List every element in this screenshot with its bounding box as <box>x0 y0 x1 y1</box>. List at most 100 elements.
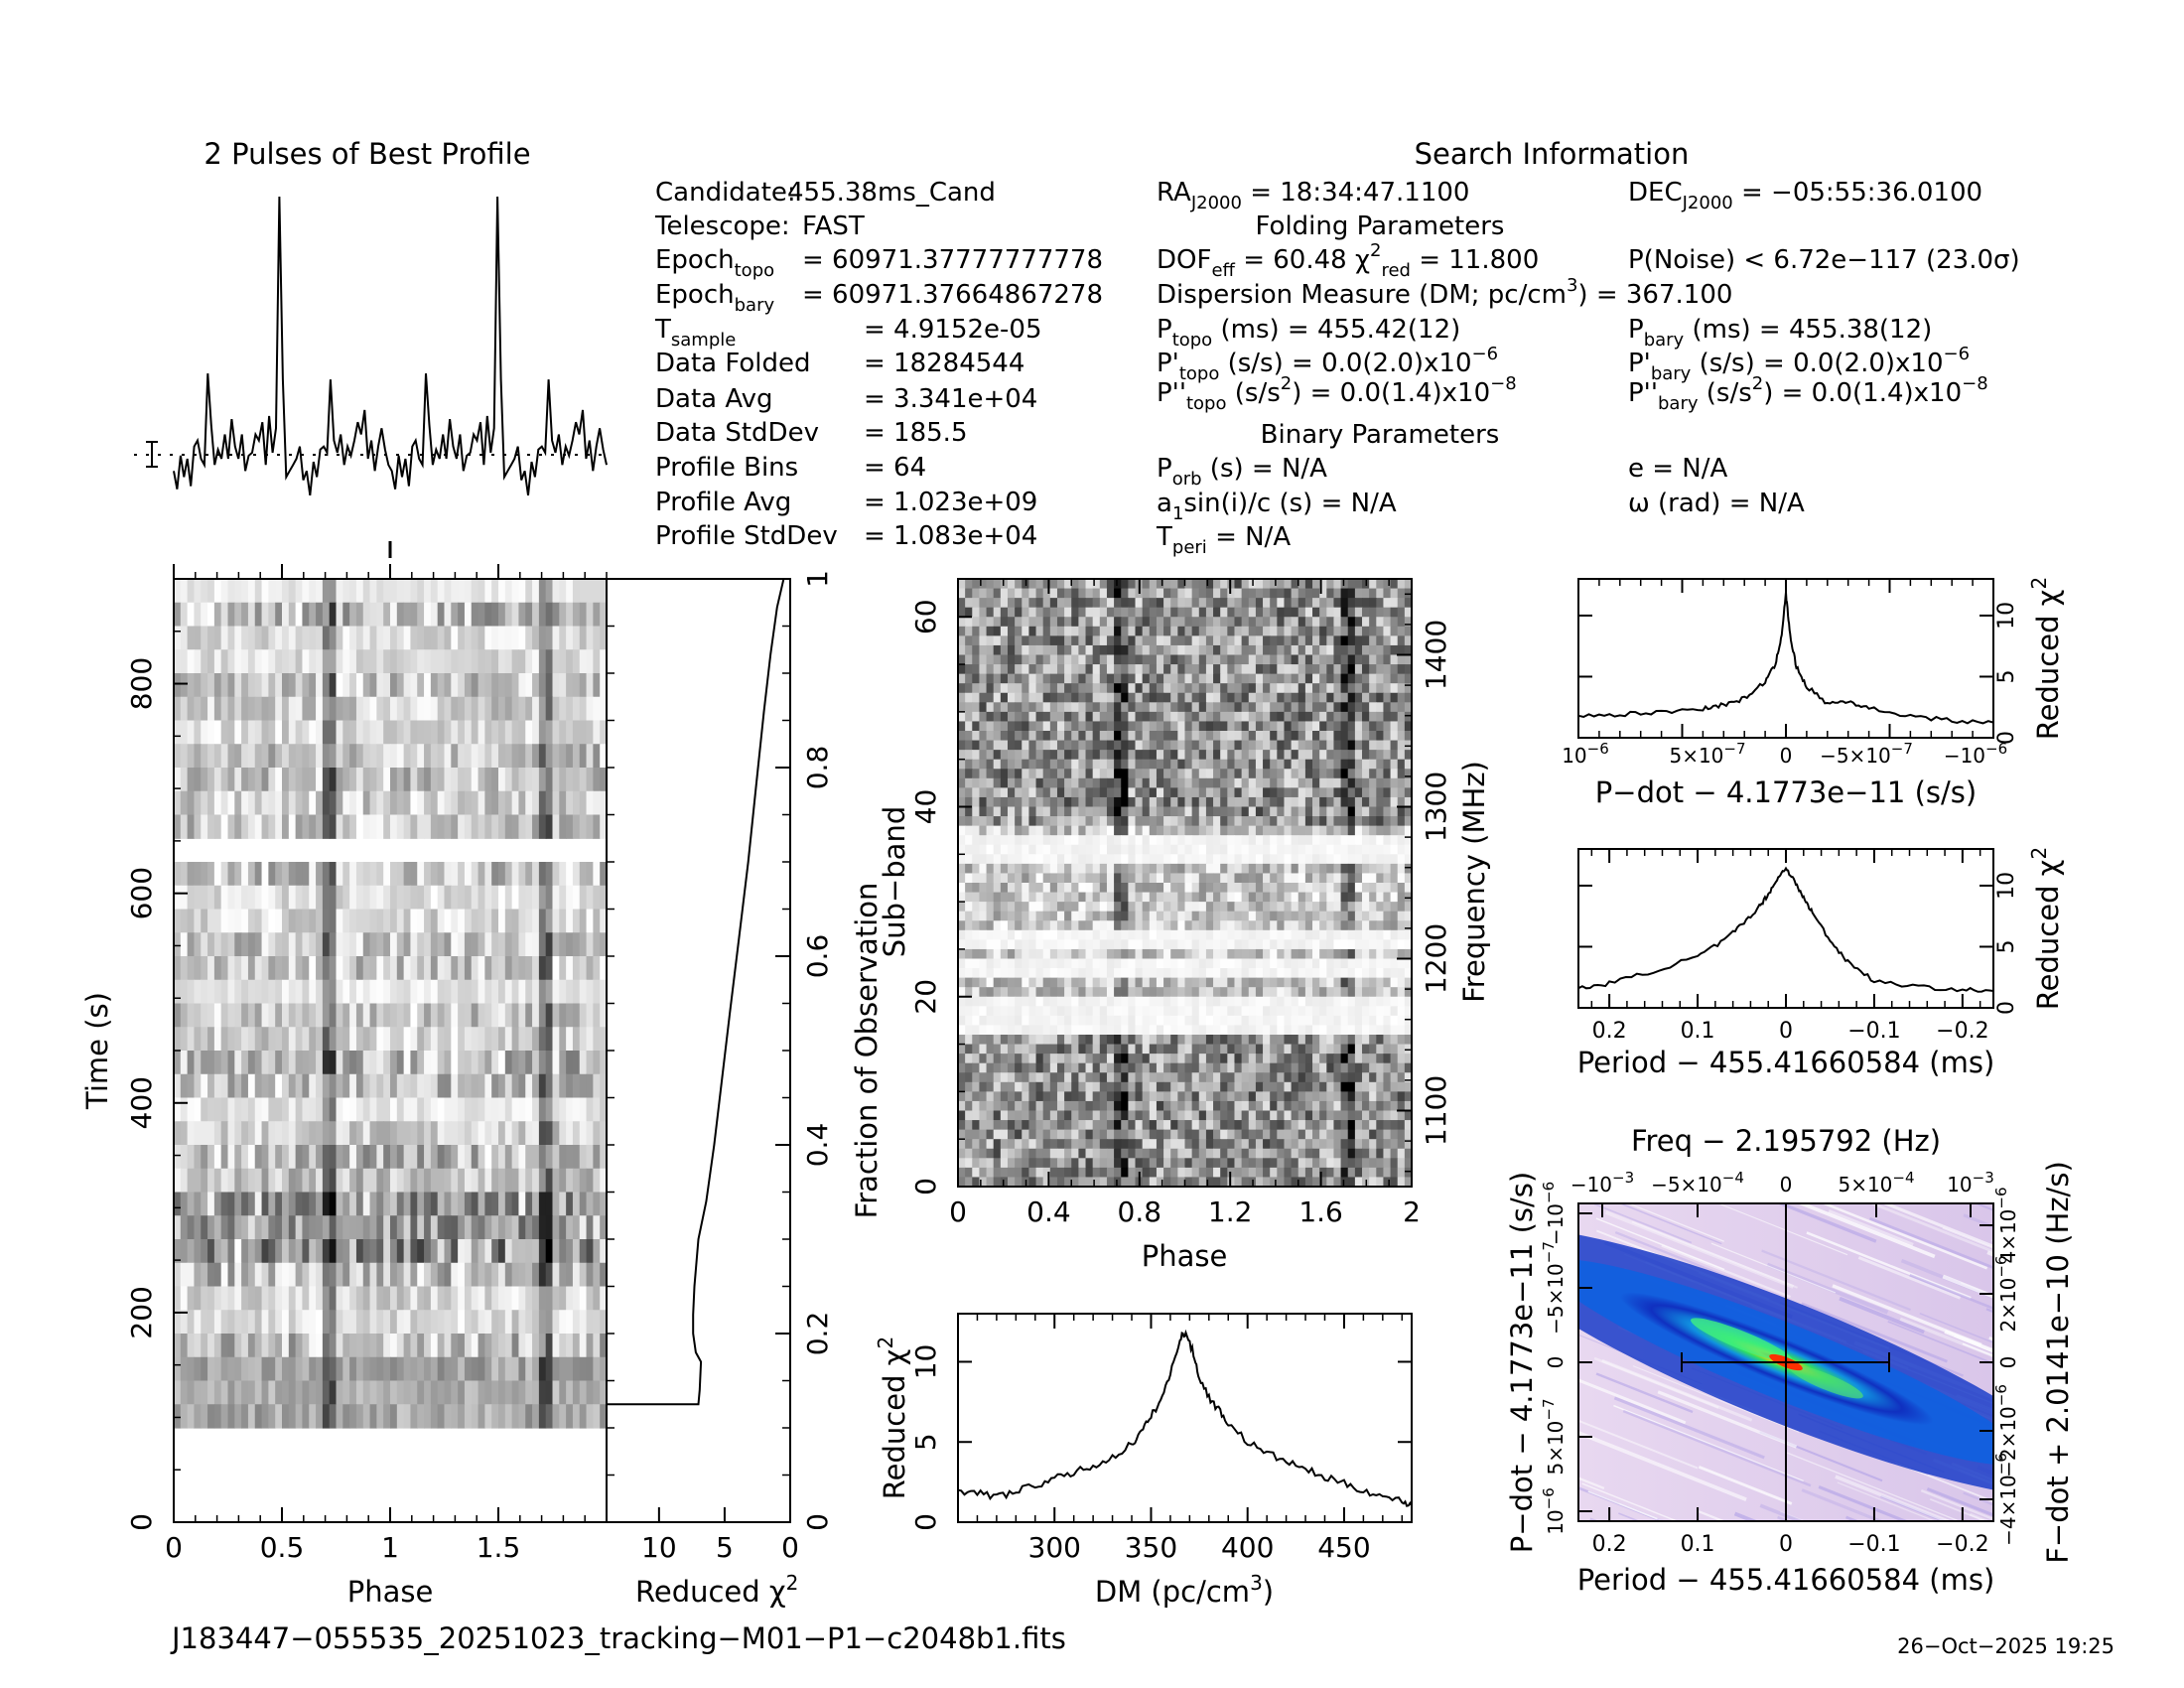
heat-cell <box>1304 731 1313 742</box>
heat-cell <box>336 1027 343 1052</box>
heat-cell <box>1198 920 1207 931</box>
heat-cell <box>1347 816 1356 827</box>
heat-cell <box>958 873 966 884</box>
heat-cell <box>1333 635 1342 646</box>
heat-cell <box>498 673 506 698</box>
heat-cell <box>390 1310 398 1335</box>
heat-cell <box>1326 635 1335 646</box>
heat-cell <box>1092 929 1101 940</box>
heat-cell <box>538 1215 547 1240</box>
heat-cell <box>986 873 995 884</box>
heat-cell <box>369 1334 377 1358</box>
heat-cell <box>355 602 364 628</box>
heat-cell <box>1064 911 1072 921</box>
heat-cell <box>220 1286 229 1311</box>
heat-cell <box>484 1121 492 1146</box>
heat-cell <box>559 979 567 1005</box>
heat-cell <box>1142 759 1151 770</box>
heat-cell <box>417 1310 425 1335</box>
heat-cell <box>174 1286 182 1311</box>
heat-cell <box>1184 644 1193 656</box>
heat-cell <box>1184 588 1193 599</box>
heat-cell <box>207 1310 215 1335</box>
heat-cell <box>322 1380 331 1405</box>
heat-cell <box>369 1262 377 1288</box>
heat-cell <box>498 1145 506 1170</box>
heat-cell <box>1000 883 1009 894</box>
heat-cell <box>1234 598 1243 609</box>
heat-cell <box>437 862 446 887</box>
heat-cell <box>1263 607 1271 618</box>
heat-cell <box>1205 635 1214 646</box>
heat-cell <box>220 979 229 1005</box>
heat-cell <box>1071 702 1079 713</box>
heat-cell <box>336 885 343 911</box>
heat-cell <box>478 1356 485 1382</box>
heat-cell <box>227 885 235 911</box>
heat-cell <box>1376 702 1385 713</box>
heat-cell <box>1205 769 1214 779</box>
heat-cell <box>1128 711 1137 723</box>
heat-cell <box>1248 883 1257 894</box>
heat-cell <box>1049 816 1058 827</box>
heat-cell <box>1114 929 1122 940</box>
heat-cell <box>1297 883 1306 894</box>
heat-cell <box>538 814 547 839</box>
heat-cell <box>309 885 317 911</box>
heat-cell <box>1205 683 1214 694</box>
heat-cell <box>1114 844 1122 855</box>
heat-cell <box>1121 883 1129 894</box>
heat-cell <box>302 1262 310 1288</box>
heat-cell <box>1163 929 1171 940</box>
heat-cell <box>1205 929 1214 940</box>
heat-cell <box>390 696 398 722</box>
heat-cell <box>1099 626 1108 636</box>
heat-cell <box>369 1003 377 1028</box>
heat-cell <box>1220 598 1228 609</box>
heat-cell <box>444 1286 452 1311</box>
heat-cell <box>1213 702 1221 713</box>
heat-cell <box>1099 844 1108 855</box>
heat-cell <box>1007 721 1016 732</box>
heat-cell <box>1319 777 1327 788</box>
heat-cell <box>552 1145 560 1170</box>
heat-cell <box>227 720 235 745</box>
heat-cell <box>1198 692 1207 703</box>
heat-cell <box>1333 711 1342 723</box>
heat-cell <box>1028 721 1037 732</box>
heat-cell <box>1007 607 1016 618</box>
heat-cell <box>1149 635 1158 646</box>
heat-cell <box>511 579 520 604</box>
heat-cell <box>498 885 506 911</box>
heat-cell <box>1071 617 1079 628</box>
heat-cell <box>1099 863 1108 875</box>
heat-cell <box>288 1356 297 1382</box>
heat-cell <box>1000 635 1009 646</box>
heat-cell <box>1007 750 1016 761</box>
heat-cell <box>437 1145 446 1170</box>
heat-cell <box>383 1239 391 1264</box>
heat-cell <box>986 673 995 684</box>
heat-cell <box>1121 635 1129 646</box>
heat-cell <box>458 1215 466 1240</box>
heat-cell <box>579 814 588 839</box>
heat-cell <box>1291 873 1299 884</box>
heat-cell <box>1354 740 1363 751</box>
info-value: = 4.9152e-05 <box>864 315 1042 345</box>
heat-cell <box>552 1356 560 1382</box>
heat-cell <box>410 1051 418 1075</box>
heat-cell <box>1404 692 1413 703</box>
heat-cell <box>295 1051 304 1075</box>
heat-cell <box>180 1168 189 1194</box>
heat-cell <box>972 844 981 855</box>
heat-cell <box>1042 796 1051 808</box>
heat-cell <box>1297 626 1306 636</box>
heat-cell <box>322 790 331 816</box>
heat-cell <box>518 1003 526 1028</box>
heat-cell <box>1015 854 1023 865</box>
heat-cell <box>1135 816 1144 827</box>
heat-cell <box>342 579 350 604</box>
heat-cell <box>376 1097 384 1122</box>
heat-cell <box>349 979 357 1005</box>
heat-cell <box>958 750 966 761</box>
